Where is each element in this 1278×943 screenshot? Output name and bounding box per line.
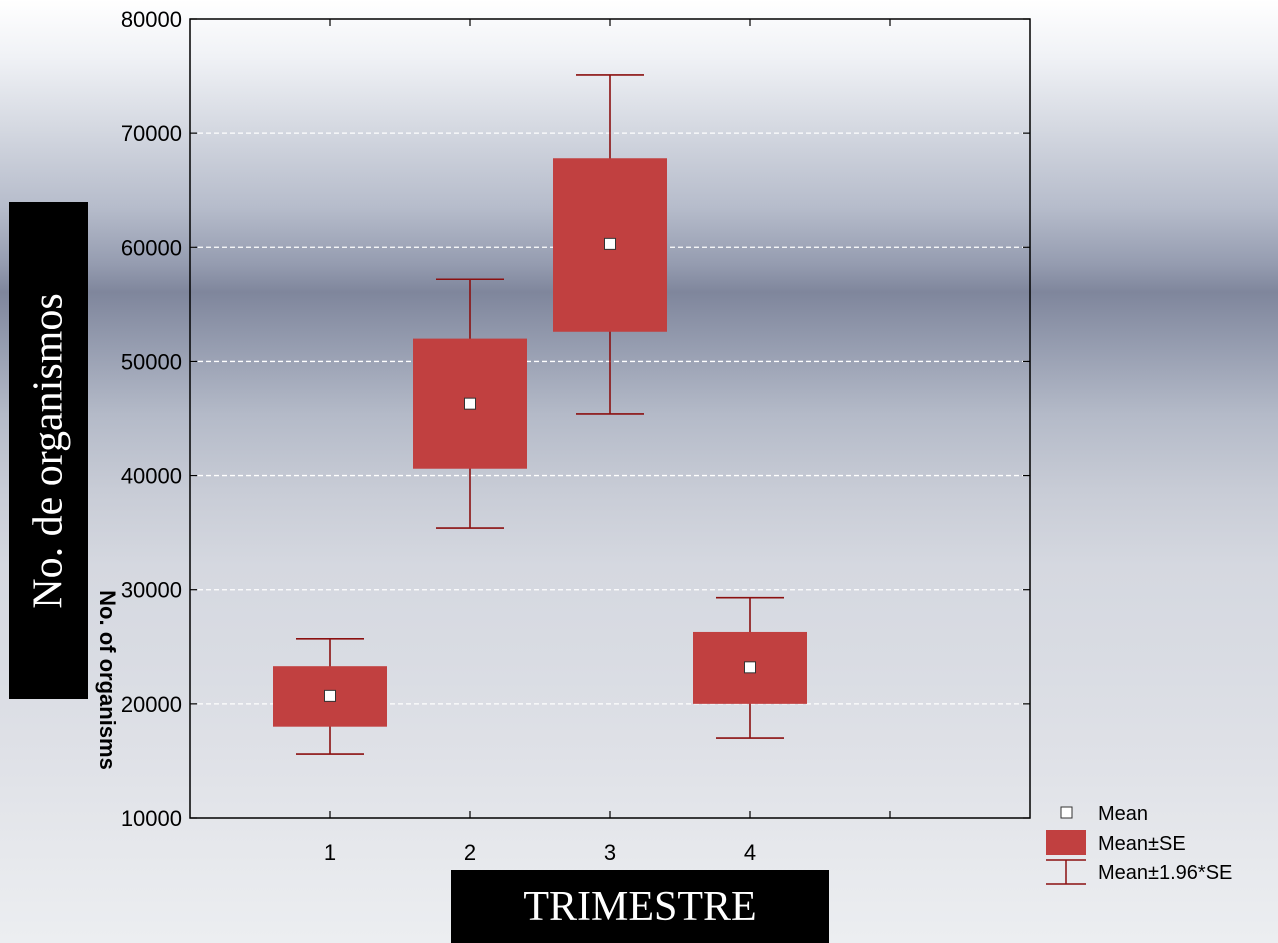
mean-marker bbox=[464, 397, 476, 410]
x-tick-label: 2 bbox=[464, 840, 476, 865]
y-axis-title: No. de organismos bbox=[9, 202, 88, 699]
x-tick-label: 1 bbox=[324, 840, 336, 865]
axes: 10000 20000 30000 40000 50000 60000 70000 80000… bbox=[121, 7, 1030, 865]
y-tick-label: 40000 bbox=[121, 464, 182, 489]
x-tick-label: 4 bbox=[744, 840, 756, 865]
legend-label-ci: Mean±1.96*SE bbox=[1098, 862, 1232, 884]
x-axis-title-text: TRIMESTRE bbox=[523, 883, 757, 930]
legend-mean-icon bbox=[1060, 806, 1073, 819]
box-group-2 bbox=[413, 278, 527, 529]
y-tick-label: 10000 bbox=[121, 806, 182, 831]
y-tick-label: 30000 bbox=[121, 578, 182, 603]
box-group-4 bbox=[693, 596, 807, 739]
legend-label-se: Mean±SE bbox=[1098, 833, 1186, 855]
legend-label-mean: Mean bbox=[1098, 803, 1148, 825]
y-tick-label: 20000 bbox=[121, 692, 182, 717]
x-tick-label: 3 bbox=[604, 840, 616, 865]
y-axis-title-text: No. de organismos bbox=[25, 292, 72, 609]
legend: Mean Mean±SE Mean±1.96*SE bbox=[1046, 803, 1232, 885]
mean-marker bbox=[604, 237, 616, 250]
x-axis-title: TRIMESTRE bbox=[451, 870, 829, 943]
y-tick-label: 80000 bbox=[121, 7, 182, 32]
inner-y-axis-label: No. of organisms bbox=[95, 590, 120, 770]
y-tick-label: 70000 bbox=[121, 121, 182, 146]
box-group-1 bbox=[273, 637, 387, 755]
legend-se-icon bbox=[1046, 830, 1086, 855]
mean-marker bbox=[324, 689, 336, 702]
boxes bbox=[273, 74, 807, 755]
mean-marker bbox=[744, 661, 756, 674]
y-tick-label: 60000 bbox=[121, 235, 182, 260]
box-group-3 bbox=[553, 74, 667, 415]
y-tick-label: 50000 bbox=[121, 349, 182, 374]
